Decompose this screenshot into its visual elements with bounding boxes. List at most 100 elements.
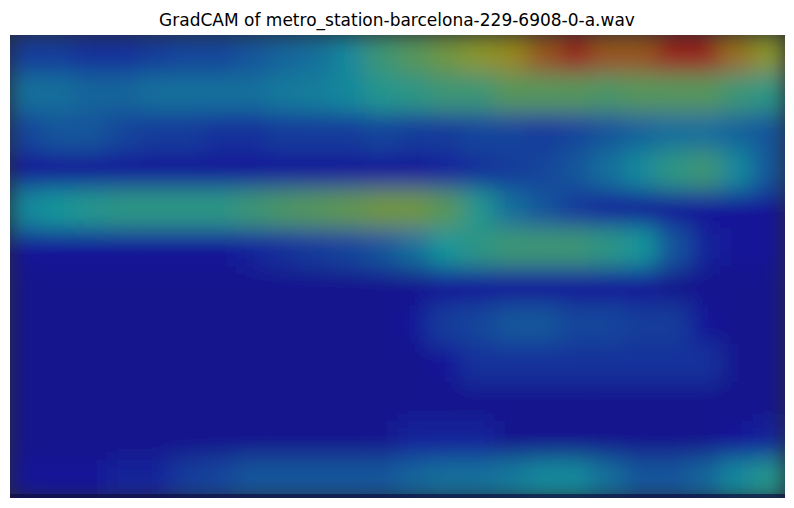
heatmap-cell	[10, 74, 43, 113]
heatmap-cell	[139, 112, 172, 151]
heatmap-cell	[204, 305, 237, 344]
heatmap-cell	[42, 74, 75, 113]
heatmap-cell	[398, 151, 431, 190]
heatmap-cell	[462, 35, 495, 74]
heatmap-cell	[559, 382, 592, 421]
heatmap-cell	[171, 151, 204, 190]
heatmap-cell	[301, 112, 334, 151]
heatmap-cell	[559, 421, 592, 460]
heatmap-cell	[301, 459, 334, 498]
heatmap-cell	[591, 459, 624, 498]
heatmap-cell	[559, 344, 592, 383]
heatmap-cell	[494, 267, 527, 306]
heatmap-cell	[333, 421, 366, 460]
heatmap-cell	[462, 421, 495, 460]
heatmap-cell	[301, 228, 334, 267]
heatmap-cell	[624, 189, 657, 228]
heatmap-cell	[753, 267, 785, 306]
heatmap-cell	[10, 421, 43, 460]
heatmap-cell	[107, 189, 140, 228]
heatmap-cell	[107, 151, 140, 190]
heatmap-cell	[301, 267, 334, 306]
heatmap-cell	[75, 267, 108, 306]
heatmap-cell	[236, 344, 269, 383]
heatmap-cell	[591, 35, 624, 74]
heatmap-cell	[430, 382, 463, 421]
heatmap-cell	[42, 228, 75, 267]
heatmap-cell	[494, 344, 527, 383]
heatmap-cell	[527, 228, 560, 267]
bottom-edge	[10, 494, 785, 498]
heatmap-cell	[204, 344, 237, 383]
heatmap-cell	[365, 267, 398, 306]
heatmap-cell	[75, 382, 108, 421]
heatmap-cell	[107, 344, 140, 383]
heatmap-cell	[333, 189, 366, 228]
heatmap-cell	[720, 459, 753, 498]
heatmap-cell	[430, 267, 463, 306]
heatmap-cell	[591, 267, 624, 306]
heatmap-cell	[527, 74, 560, 113]
heatmap-cell	[430, 112, 463, 151]
heatmap-cell	[753, 151, 785, 190]
heatmap-cell	[656, 74, 689, 113]
heatmap-cell	[591, 112, 624, 151]
heatmap-cell	[236, 112, 269, 151]
heatmap-cell	[268, 344, 301, 383]
heatmap-cell	[10, 151, 43, 190]
heatmap-cell	[398, 189, 431, 228]
heatmap-cell	[462, 74, 495, 113]
heatmap-cell	[107, 112, 140, 151]
heatmap-cell	[204, 74, 237, 113]
heatmap-cell	[559, 35, 592, 74]
heatmap-cell	[398, 267, 431, 306]
heatmap-cell	[398, 459, 431, 498]
heatmap-cell	[139, 189, 172, 228]
heatmap-cell	[107, 267, 140, 306]
heatmap-cell	[656, 382, 689, 421]
heatmap-cell	[462, 112, 495, 151]
heatmap-cell	[139, 228, 172, 267]
heatmap-cell	[720, 421, 753, 460]
heatmap-cells	[10, 35, 785, 498]
heatmap-cell	[10, 35, 43, 74]
heatmap-cell	[398, 421, 431, 460]
heatmap-cell	[236, 459, 269, 498]
heatmap-cell	[591, 189, 624, 228]
heatmap-cell	[301, 382, 334, 421]
heatmap-cell	[75, 459, 108, 498]
heatmap-cell	[656, 228, 689, 267]
heatmap-cell	[688, 112, 721, 151]
heatmap-cell	[559, 305, 592, 344]
heatmap-cell	[624, 344, 657, 383]
heatmap-cell	[268, 35, 301, 74]
heatmap-cell	[688, 344, 721, 383]
heatmap-cell	[753, 112, 785, 151]
heatmap-cell	[398, 382, 431, 421]
heatmap-cell	[688, 267, 721, 306]
heatmap-cell	[333, 228, 366, 267]
heatmap-cell	[494, 305, 527, 344]
heatmap-cell	[462, 267, 495, 306]
heatmap-cell	[171, 459, 204, 498]
heatmap-cell	[365, 228, 398, 267]
heatmap-cell	[656, 35, 689, 74]
heatmap-cell	[527, 421, 560, 460]
heatmap-cell	[171, 344, 204, 383]
heatmap-cell	[139, 305, 172, 344]
heatmap-cell	[75, 74, 108, 113]
heatmap-cell	[107, 382, 140, 421]
heatmap-cell	[268, 151, 301, 190]
heatmap-cell	[42, 112, 75, 151]
heatmap-cell	[236, 267, 269, 306]
heatmap-cell	[75, 151, 108, 190]
heatmap-cell	[75, 305, 108, 344]
heatmap-cell	[75, 189, 108, 228]
heatmap-cell	[365, 305, 398, 344]
heatmap-cell	[559, 189, 592, 228]
heatmap-cell	[301, 35, 334, 74]
heatmap-cell	[301, 189, 334, 228]
heatmap-cell	[527, 35, 560, 74]
heatmap-cell	[75, 35, 108, 74]
heatmap-cell	[720, 344, 753, 383]
